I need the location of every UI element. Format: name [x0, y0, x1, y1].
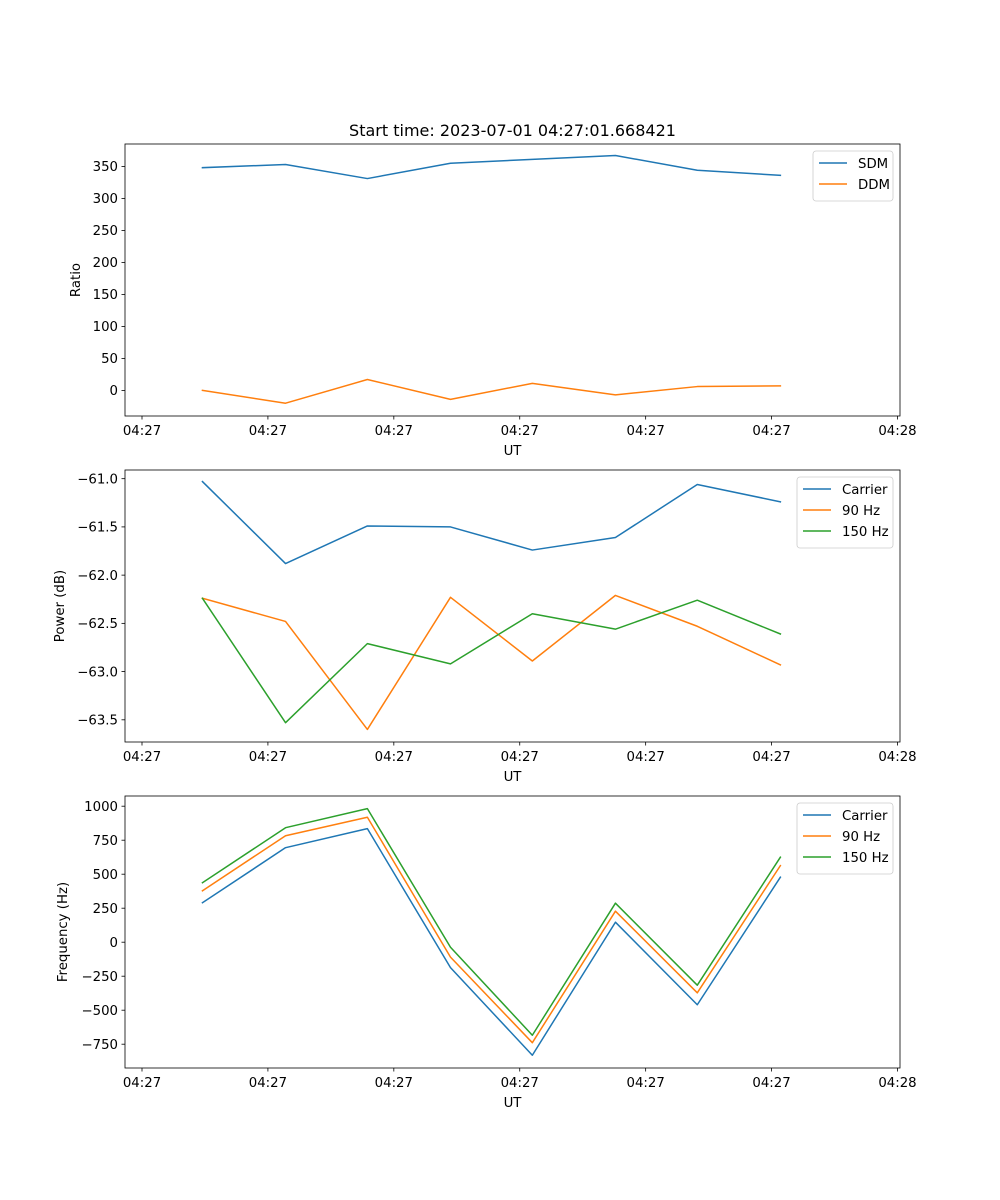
x-tick-label: 04:27	[249, 1076, 287, 1091]
y-tick-label: 350	[93, 160, 118, 175]
y-axis-label: Ratio	[69, 263, 84, 297]
legend: Carrier 90 Hz 150 Hz	[796, 802, 894, 875]
axes-frame	[124, 795, 901, 1069]
y-tick-label: 500	[93, 868, 118, 883]
x-tick-label: 04:27	[123, 424, 161, 439]
legend-label: 150 Hz	[842, 851, 889, 866]
y-tick-label: 1000	[84, 800, 118, 815]
x-tick-label: 04:28	[878, 424, 916, 439]
y-tick-label: 250	[93, 224, 118, 239]
y-tick-label: 100	[93, 320, 118, 335]
x-tick-label: 04:27	[249, 750, 287, 765]
x-tick-label: 04:27	[501, 1076, 539, 1091]
x-tick-label: 04:27	[501, 750, 539, 765]
y-tick-label: 750	[93, 834, 118, 849]
y-tick-label: 150	[93, 288, 118, 303]
y-tick-label: −63.5	[77, 714, 118, 729]
y-tick-label: 300	[93, 192, 118, 207]
legend-label: SDM	[858, 157, 888, 172]
x-tick-label: 04:27	[501, 424, 539, 439]
x-tick-label: 04:27	[626, 424, 664, 439]
x-tick-label: 04:27	[752, 1076, 790, 1091]
legend-label: 90 Hz	[842, 504, 880, 519]
series-line-ddm	[201, 378, 782, 404]
legend-label: 90 Hz	[842, 830, 880, 845]
legend-label: Carrier	[842, 809, 888, 824]
series-line-150-hz	[201, 807, 782, 1036]
y-tick-label: 250	[93, 902, 118, 917]
y-axis-label: Frequency (Hz)	[56, 882, 71, 982]
series-line-90-hz	[201, 816, 782, 1044]
y-tick-label: −250	[81, 970, 118, 985]
x-tick-label: 04:27	[375, 1076, 413, 1091]
legend: Carrier 90 Hz 150 Hz	[796, 476, 894, 549]
y-tick-label: −61.0	[77, 472, 118, 487]
legend-label: DDM	[858, 178, 890, 193]
x-tick-label: 04:27	[752, 750, 790, 765]
y-tick-label: −61.5	[77, 521, 118, 536]
y-tick-label: −63.0	[77, 665, 118, 680]
x-tick-label: 04:28	[878, 1076, 916, 1091]
series-line-150-hz	[201, 597, 782, 724]
y-tick-label: −62.5	[77, 617, 118, 632]
axes-frame	[124, 469, 901, 743]
x-tick-label: 04:27	[375, 424, 413, 439]
x-axis-label: UT	[504, 770, 523, 785]
series-line-carrier	[201, 827, 782, 1056]
series-line-carrier	[201, 480, 782, 565]
subplot-1: 04:27 04:27 04:27 04:27 04:27 04:27 04:28 UT 0 50…	[69, 143, 917, 459]
x-tick-label: 04:27	[123, 1076, 161, 1091]
y-tick-label: 0	[110, 936, 118, 951]
legend-label: 150 Hz	[842, 525, 889, 540]
plots: 04:27 04:27 04:27 04:27 04:27 04:27 04:28 UT 0 50…	[53, 143, 917, 1111]
figure-title: Start time: 2023-07-01 04:27:01.668421	[349, 121, 676, 140]
x-tick-label: 04:27	[752, 424, 790, 439]
y-tick-label: −62.0	[77, 569, 118, 584]
x-axis-label: UT	[504, 444, 523, 459]
x-axis-label: UT	[504, 1096, 523, 1111]
x-tick-label: 04:27	[375, 750, 413, 765]
x-tick-label: 04:27	[123, 750, 161, 765]
legend: SDM DDM	[812, 150, 894, 202]
y-axis-label: Power (dB)	[53, 570, 68, 642]
y-tick-label: −500	[81, 1004, 118, 1019]
subplot-2: 04:27 04:27 04:27 04:27 04:27 04:27 04:28 UT −61…	[53, 469, 917, 785]
y-tick-label: 200	[93, 256, 118, 271]
series-line-90-hz	[201, 594, 782, 731]
subplot-3: 04:27 04:27 04:27 04:27 04:27 04:27 04:28 UT −75…	[56, 795, 917, 1111]
series-line-sdm	[201, 154, 782, 180]
axes-frame	[124, 143, 901, 417]
y-tick-label: 50	[101, 352, 118, 367]
y-tick-label: 0	[110, 384, 118, 399]
x-tick-label: 04:27	[626, 750, 664, 765]
x-tick-label: 04:28	[878, 750, 916, 765]
x-tick-label: 04:27	[249, 424, 287, 439]
x-tick-label: 04:27	[626, 1076, 664, 1091]
y-tick-label: −750	[81, 1038, 118, 1053]
legend-label: Carrier	[842, 483, 888, 498]
